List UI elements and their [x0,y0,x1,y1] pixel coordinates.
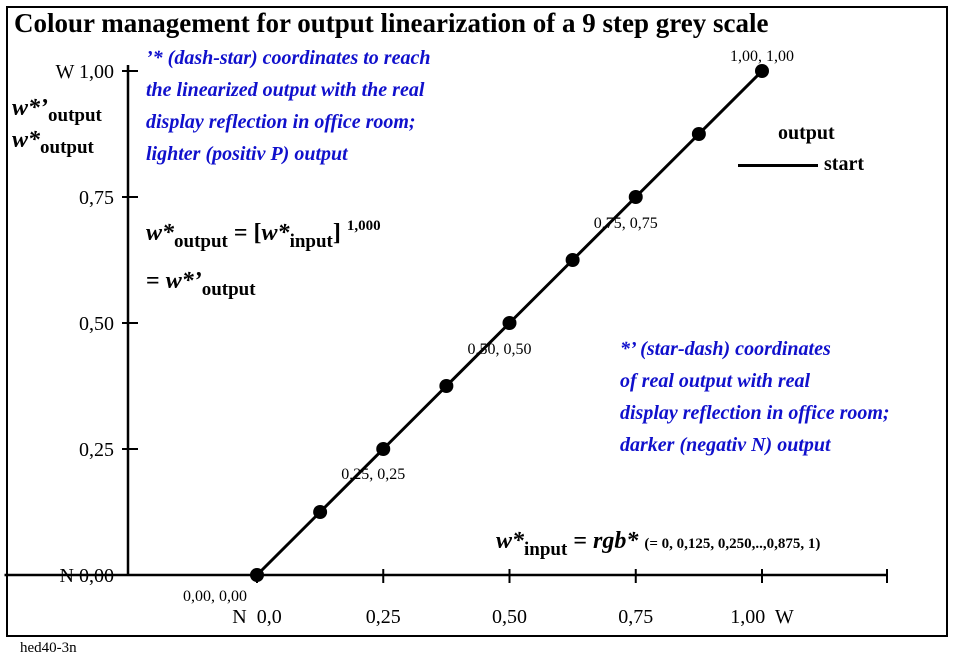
eq2-rhs-sub: output [201,279,256,300]
eq1-lhs: w* [146,220,175,246]
x-tick-label: 1,00 W [730,606,794,628]
x-tick-label: 0,75 [618,606,653,628]
eq2-equals: = [146,268,166,294]
point-label: 0,75, 0,75 [594,215,658,232]
eq2-rhs: w*’ [165,268,202,294]
data-point [376,442,391,456]
point-label: 0,00, 0,00 [183,588,247,605]
eq1-exponent: 1,000 [346,218,381,234]
equation-equivalence: = w*’output [146,268,256,300]
x-tick-label: N 0,0 [232,606,281,628]
y-tick-label: W 1,00 [55,61,114,83]
y-tick-label: 0,25 [79,439,114,461]
y-tick-label: N 0,00 [60,565,114,587]
data-point [691,127,706,141]
y-label-sub-2: output [40,137,94,158]
y-axis-label-dash: w*’output [12,95,102,126]
eq1-rhs: w* [261,220,290,246]
eq3-values: (= 0, 0,125, 0,250,..,0,875, 1) [644,536,821,552]
eq1-rhs-sub: input [289,231,333,252]
y-tick-label: 0,75 [79,187,114,209]
y-tick-label: 0,50 [79,313,114,335]
equation-linearization: w*output = [w*input] 1,000 [146,218,381,252]
eq1-equals: = [ [227,220,262,246]
data-point [439,379,454,393]
eq1-close: ] [332,220,341,246]
note-star-dash-line: display reflection in office room; [620,402,890,424]
note-star-dash-line: *’ (star-dash) coordinates [620,338,831,360]
eq3-rhs: rgb* [593,528,639,554]
y-label-sub-1: output [48,105,102,126]
y-axis-label: w*output [12,127,94,158]
point-label: 1,00, 1,00 [730,48,794,65]
note-dash-star-line: the linearized output with the real [146,79,425,101]
equation-input: w*input = rgb* (= 0, 0,125, 0,250,..,0,8… [496,528,821,560]
data-point [628,190,643,204]
eq3-lhs: w* [496,528,525,554]
note-dash-star: ’* (dash-star) coordinates to reach the … [146,42,430,170]
y-label-main-2: w* [12,127,41,153]
note-dash-star-line: ’* (dash-star) coordinates to reach [146,47,431,69]
point-label: 0,25, 0,25 [341,466,405,483]
figure-frame [6,6,948,637]
eq1-lhs-sub: output [174,231,228,252]
data-point [313,505,328,519]
x-tick-label: 0,50 [492,606,527,628]
figure-code: hed40-3n [20,640,77,656]
x-tick-label: 0,25 [366,606,401,628]
note-dash-star-line: lighter (positiv P) output [146,143,348,165]
data-point [565,253,580,267]
point-label: 0,50, 0,50 [468,341,532,358]
note-star-dash: *’ (star-dash) coordinates of real outpu… [620,333,890,461]
note-dash-star-line: display reflection in office room; [146,111,416,133]
note-star-dash-line: of real output with real [620,370,811,392]
eq3-equals: = [567,528,594,554]
figure-title: Colour management for output linearizati… [14,8,769,38]
data-point [502,316,517,330]
data-point [250,568,264,582]
legend-series-label: start [824,153,864,175]
legend-line-swatch [738,164,818,167]
eq3-lhs-sub: input [524,539,568,560]
note-star-dash-line: darker (negativ N) output [620,434,831,456]
data-point [755,64,769,78]
y-label-main-1: w*’ [12,95,48,121]
legend-title: output [778,122,835,144]
